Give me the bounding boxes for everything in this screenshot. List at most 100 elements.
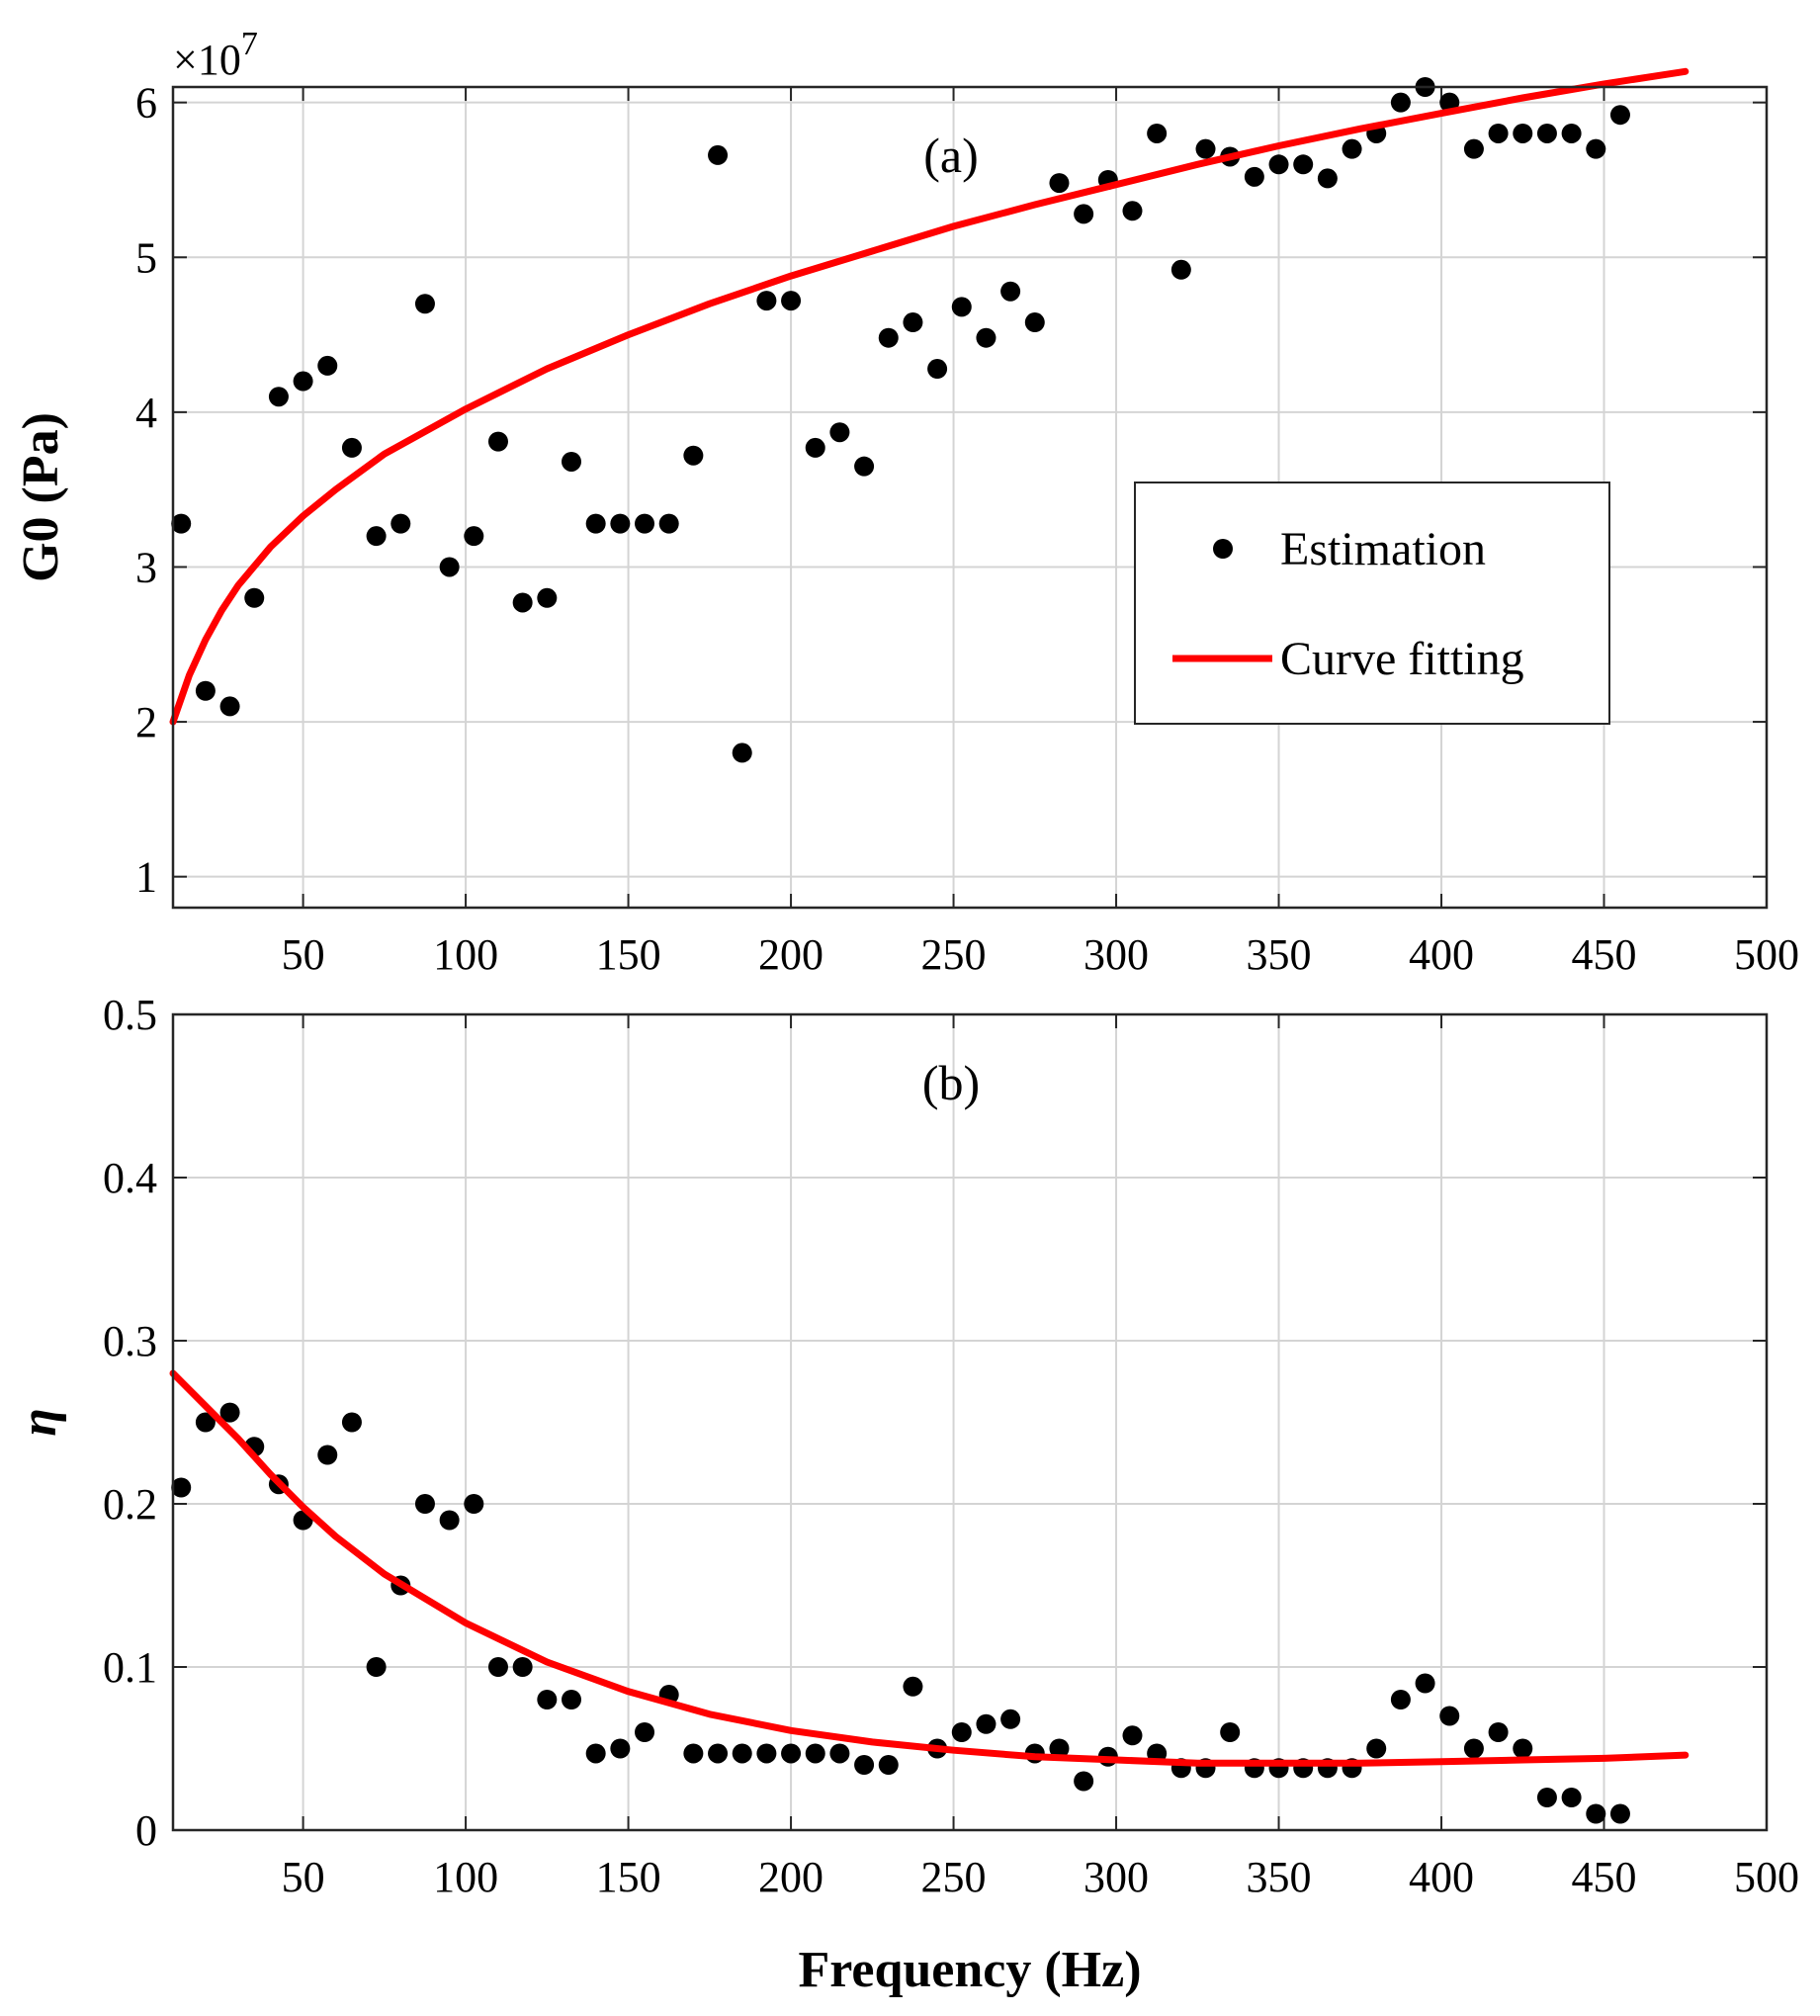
data-point	[268, 387, 289, 407]
data-point	[1342, 138, 1362, 159]
x-tick-label: 450	[1572, 930, 1637, 979]
data-point	[1609, 105, 1630, 126]
data-point	[341, 437, 362, 458]
data-point	[1122, 201, 1143, 221]
data-point	[610, 513, 631, 534]
data-point	[805, 437, 825, 458]
fit-curve	[169, 67, 1690, 726]
data-point	[537, 587, 558, 608]
x-tick-label: 200	[758, 1853, 823, 1901]
data-point	[1488, 123, 1509, 143]
data-point	[805, 1743, 825, 1764]
data-point	[1147, 123, 1168, 143]
legend-label-fit: Curve fitting	[1280, 633, 1524, 685]
data-point	[1488, 1722, 1509, 1742]
x-tick-label: 250	[921, 1853, 987, 1901]
data-point	[1024, 312, 1045, 333]
data-point	[781, 291, 802, 311]
data-point	[1513, 123, 1533, 143]
data-point	[683, 445, 704, 466]
data-point	[1122, 1725, 1143, 1746]
data-point	[439, 557, 460, 577]
data-point	[1536, 1788, 1557, 1807]
y-tick-label: 0.4	[103, 1154, 157, 1202]
data-point	[585, 1743, 606, 1764]
x-axis-title: Frequency (Hz)	[798, 1942, 1141, 1998]
y-tick-label: 0.5	[103, 991, 157, 1039]
data-point	[1268, 154, 1289, 175]
x-tick-label: 100	[433, 1853, 498, 1901]
data-point	[562, 1690, 581, 1709]
data-point	[635, 1722, 655, 1742]
data-point	[1049, 1738, 1070, 1759]
data-point	[927, 359, 948, 380]
x-tick-label: 200	[758, 930, 823, 979]
data-point	[317, 1445, 338, 1465]
data-point	[219, 696, 240, 717]
data-point	[1317, 168, 1338, 189]
data-point	[951, 297, 972, 317]
data-point	[1366, 1738, 1387, 1759]
y-tick-label: 5	[135, 233, 157, 282]
y-tick-label: 3	[135, 543, 157, 591]
data-point	[1536, 123, 1557, 143]
legend-marker-points	[1213, 539, 1233, 559]
x-tick-label: 450	[1572, 1853, 1637, 1901]
data-point	[756, 291, 777, 311]
data-point	[1390, 92, 1411, 113]
data-point	[464, 526, 484, 547]
data-point	[1561, 123, 1582, 143]
fit-curve	[169, 1369, 1690, 1767]
data-point	[1586, 1803, 1606, 1824]
data-point	[1000, 1709, 1021, 1729]
data-point	[464, 1494, 484, 1514]
data-point	[976, 327, 997, 348]
data-point	[1049, 173, 1070, 194]
x-tick-label: 400	[1409, 1853, 1474, 1901]
x-tick-label: 500	[1734, 1853, 1799, 1901]
data-point	[487, 431, 508, 452]
data-point	[195, 680, 216, 701]
panel-label: (a)	[923, 128, 979, 183]
data-point	[1244, 166, 1264, 187]
data-point	[683, 1743, 704, 1764]
data-point	[829, 1743, 850, 1764]
data-point	[878, 1755, 899, 1775]
x-tick-label: 50	[282, 930, 325, 979]
data-point	[171, 1477, 192, 1498]
data-point	[1415, 1673, 1435, 1694]
data-point	[414, 294, 435, 314]
data-point	[293, 371, 313, 392]
data-point	[976, 1713, 997, 1734]
data-point	[562, 451, 581, 472]
data-point	[854, 1755, 875, 1775]
data-point	[1513, 1738, 1533, 1759]
y-tick-label: 1	[135, 853, 157, 902]
y-axis-title: η	[11, 1408, 67, 1437]
x-tick-label: 300	[1083, 1853, 1149, 1901]
data-point	[171, 513, 192, 534]
data-point	[537, 1690, 558, 1709]
x-tick-label: 50	[282, 1853, 325, 1901]
data-point	[1220, 1722, 1241, 1742]
y-axis-multiplier: ×107	[173, 26, 258, 84]
panel-label: (b)	[922, 1055, 980, 1110]
y-axis-title: G0 (Pa)	[13, 412, 69, 582]
data-point	[585, 513, 606, 534]
data-point	[951, 1722, 972, 1742]
data-point	[1586, 138, 1606, 159]
data-point	[1170, 259, 1191, 280]
y-tick-label: 0.3	[103, 1317, 157, 1365]
x-tick-label: 350	[1247, 1853, 1312, 1901]
data-point	[829, 422, 850, 443]
data-point	[732, 1743, 752, 1764]
data-point	[317, 355, 338, 376]
data-point	[1074, 1771, 1094, 1792]
data-point	[903, 312, 923, 333]
y-tick-label: 2	[135, 698, 157, 746]
data-point	[610, 1738, 631, 1759]
y-tick-label: 0.1	[103, 1643, 157, 1692]
data-point	[1074, 204, 1094, 224]
data-point	[366, 1657, 387, 1677]
